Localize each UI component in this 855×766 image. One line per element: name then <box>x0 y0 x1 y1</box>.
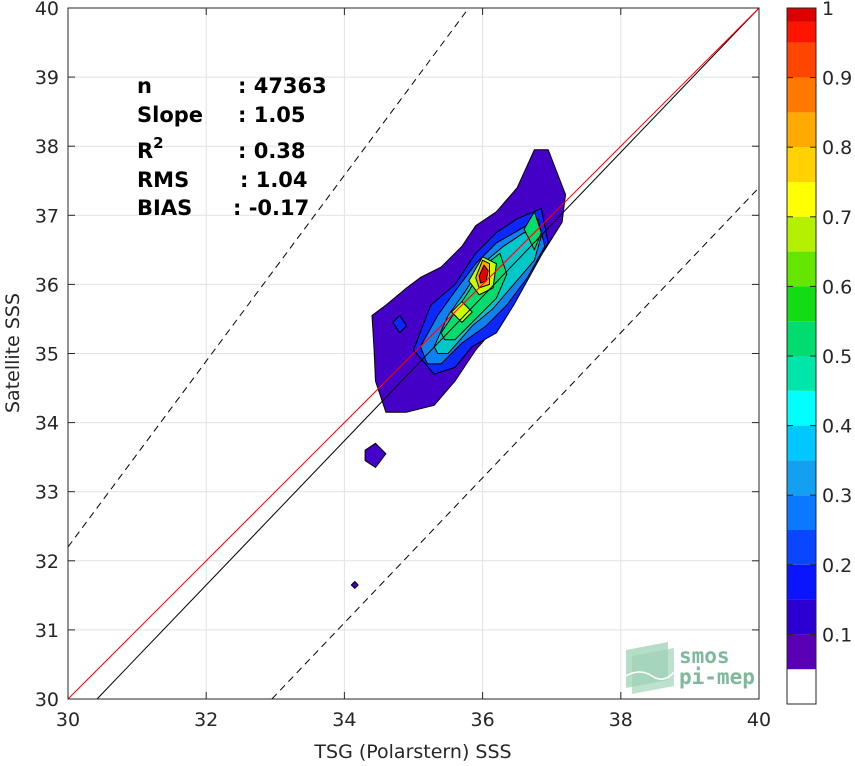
x-tick-label: 30 <box>56 709 80 731</box>
contour-level-0.6 <box>451 301 473 323</box>
y-tick-label: 33 <box>35 482 59 504</box>
colorbar: 0.1 0.2 0.3 0.4 0.5 0.6 0.7 0.8 0.9 1 <box>786 0 852 705</box>
y-tick-label: 37 <box>35 205 59 227</box>
x-tick-label: 40 <box>747 709 771 731</box>
y-tick-label: 36 <box>35 274 59 296</box>
colorbar-segment <box>787 564 816 600</box>
identity-red-line <box>67 7 760 700</box>
colorbar-segment <box>787 425 816 461</box>
x-tick-label: 36 <box>471 709 495 731</box>
colorbar-tick-label: 0.7 <box>822 207 852 229</box>
colorbar-tick-label: 0.2 <box>822 555 852 577</box>
colorbar-tick-label: 0.9 <box>822 68 852 90</box>
stat-value-bias: : -0.17 <box>233 196 309 220</box>
colorbar-segment <box>787 8 816 22</box>
y-tick-label: 38 <box>35 136 59 158</box>
lower-bound-dashed-line <box>271 187 760 700</box>
stat-value-r: : 0.38 <box>238 139 306 163</box>
colorbar-segment <box>787 634 816 670</box>
contour-level-0.15 <box>392 315 408 334</box>
colorbar-segment <box>787 251 816 287</box>
colorbar-segment <box>787 77 816 113</box>
logo-mark-icon <box>625 642 675 694</box>
colorbar-segment <box>787 530 816 565</box>
grid-lines <box>67 7 760 700</box>
x-axis-label: TSG (Polarstern) SSS <box>313 741 511 763</box>
stat-label-slope: Slope <box>137 103 203 127</box>
logo-text-pi-mep: pi-mep <box>679 665 755 689</box>
colorbar-segment <box>787 599 816 635</box>
colorbar-tick-label: 0.4 <box>822 416 852 438</box>
stat-value-slope: : 1.05 <box>238 103 306 127</box>
colorbar-tick-label: 1 <box>822 0 834 20</box>
y-axis-ticks: 30 31 32 33 34 35 36 37 38 39 40 <box>35 0 759 711</box>
colorbar-segment <box>787 286 816 322</box>
smos-pi-mep-logo: smos pi-mep <box>625 642 755 694</box>
colorbar-segment <box>787 495 816 530</box>
colorbar-segment <box>787 460 816 496</box>
x-tick-label: 32 <box>194 709 218 731</box>
colorbar-segment <box>787 321 816 356</box>
stat-value-n: : 47363 <box>238 74 327 98</box>
stat-label-bias: BIAS <box>137 196 192 220</box>
colorbar-tick-label: 0.8 <box>822 137 852 159</box>
stat-label-rms: RMS <box>137 168 189 192</box>
contour-level-0.9 <box>478 264 489 284</box>
colorbar-tick-label: 0.1 <box>822 624 852 646</box>
contour-level-0.05 <box>364 442 387 468</box>
x-tick-label: 38 <box>609 709 633 731</box>
colorbar-segment <box>787 21 816 43</box>
colorbar-segment <box>787 42 816 78</box>
colorbar-tick-label: 0.5 <box>822 346 852 368</box>
upper-bound-dashed-line <box>67 7 470 548</box>
reference-lines <box>67 7 760 700</box>
colorbar-segment <box>787 356 816 391</box>
x-axis-ticks: 30 32 34 36 38 40 <box>56 8 771 731</box>
colorbar-tick-label: 0.6 <box>822 276 852 298</box>
y-tick-label: 40 <box>35 0 59 20</box>
colorbar-segment <box>787 147 816 182</box>
x-tick-label: 34 <box>332 709 356 731</box>
colorbar-segment <box>787 182 816 217</box>
y-tick-label: 34 <box>35 413 59 435</box>
y-tick-label: 32 <box>35 551 59 573</box>
colorbar-segment <box>787 112 816 148</box>
y-tick-label: 39 <box>35 67 59 89</box>
contour-level-0.05 <box>350 581 359 589</box>
y-tick-label: 35 <box>35 344 59 366</box>
colorbar-segment <box>787 390 816 426</box>
regression-fit-line <box>96 7 760 700</box>
colorbar-segment <box>787 669 816 704</box>
stat-value-rms: : 1.04 <box>240 168 308 192</box>
stat-label-n: n <box>137 74 152 98</box>
colorbar-tick-label: 0.3 <box>822 485 852 507</box>
y-tick-label: 30 <box>35 689 59 711</box>
y-tick-label: 31 <box>35 620 59 642</box>
y-axis-label: Satellite SSS <box>2 293 24 413</box>
logo-text-smos: smos <box>679 644 730 668</box>
colorbar-segment <box>787 216 816 252</box>
